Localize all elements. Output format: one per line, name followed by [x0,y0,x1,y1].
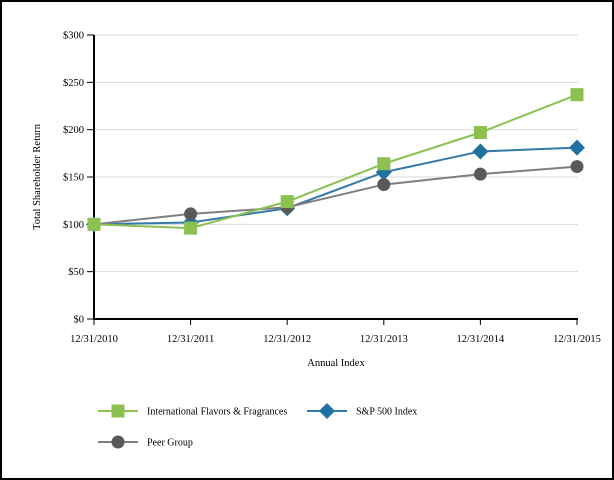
point-sp500-5 [569,139,585,156]
series-line-iff [93,93,578,230]
point-peer-3 [377,178,391,192]
y-tick-label-4: $200 [63,125,84,136]
series-line-peer [93,165,578,226]
y-tick-label-2: $100 [63,220,84,231]
x-tick-label-3: 12/31/2013 [360,334,408,345]
x-axis-title: Annual Index [307,358,365,369]
x-tick-label-2: 12/31/2012 [263,334,311,345]
legend-label-peer: Peer Group [147,438,193,449]
point-peer-4 [473,167,487,181]
y-tick-label-3: $150 [63,173,84,184]
x-tick-label-1: 12/31/2011 [167,334,214,345]
x-tick-label-0: 12/31/2010 [70,334,118,345]
x-tick-label-4: 12/31/2014 [456,334,505,345]
y-axis-title: Total Shareholder Return [32,123,43,230]
y-tick-label-5: $250 [63,78,84,89]
legend-marker-peer-circle-icon [111,435,125,449]
point-iff-0 [87,217,101,231]
point-iff-4 [473,126,487,140]
point-iff-1 [184,221,198,235]
point-peer-1 [184,207,198,221]
y-tick-label-1: $50 [68,267,84,278]
series-line-sp500 [93,146,578,226]
legend-label-sp500: S&P 500 Index [356,407,417,418]
legend-marker-sp500-diamond-icon [319,403,335,419]
y-tick-label-0: $0 [74,315,85,326]
y-tick-label-6: $300 [63,31,84,42]
point-peer-5 [570,160,584,174]
point-sp500-4 [472,143,489,160]
x-tick-label-5: 12/31/2015 [553,334,601,345]
point-iff-3 [377,157,391,171]
legend-marker-iff-square-icon [111,404,125,418]
point-iff-2 [280,195,294,209]
point-iff-5 [570,88,584,102]
legend-label-iff: International Flavors & Fragrances [147,407,287,418]
